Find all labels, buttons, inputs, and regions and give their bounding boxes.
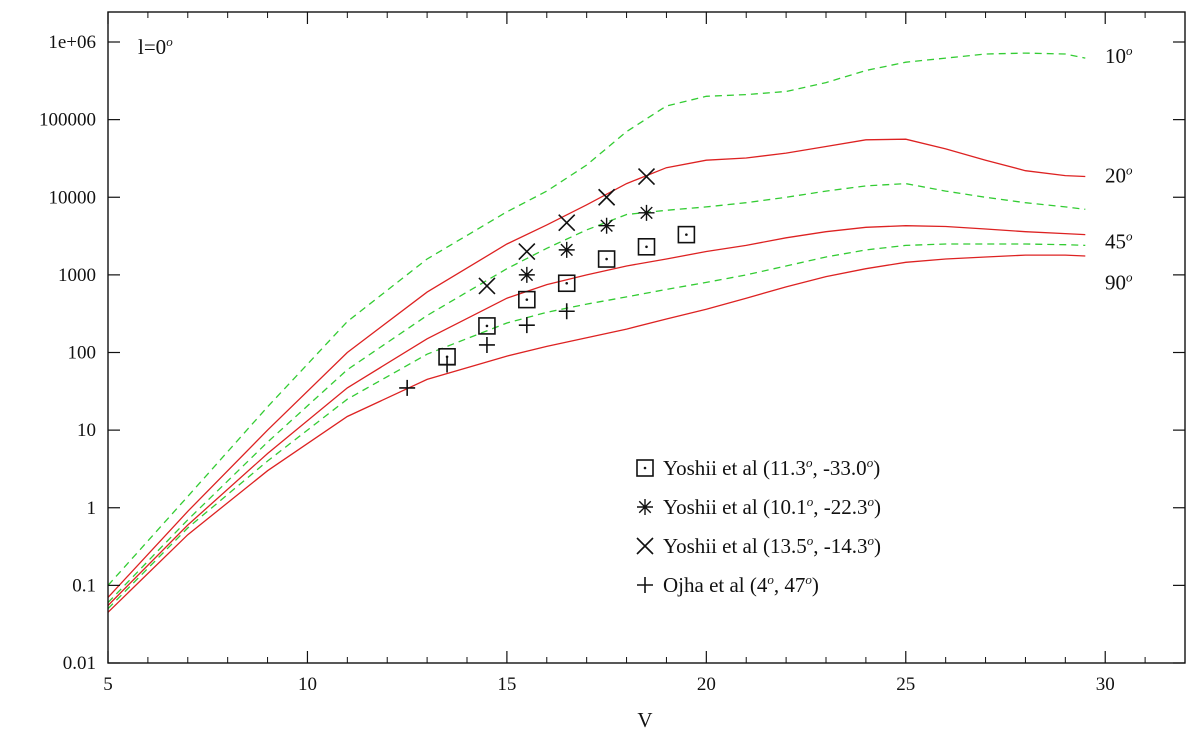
cross-marker bbox=[478, 277, 496, 295]
square-marker bbox=[636, 459, 654, 477]
x-tick-label: 15 bbox=[497, 674, 516, 695]
square-marker-dot bbox=[485, 324, 489, 328]
x-tick-label: 30 bbox=[1096, 674, 1115, 695]
y-tick-label: 100 bbox=[68, 343, 97, 364]
model-curves bbox=[107, 52, 1086, 613]
legend-entry-label: Yoshii et al (13.5o, -14.3o) bbox=[663, 533, 881, 558]
square-marker bbox=[518, 290, 536, 309]
panel-label: l=0o bbox=[138, 34, 173, 59]
plus-marker bbox=[478, 336, 495, 353]
y-tick-label: 10000 bbox=[49, 187, 97, 208]
x-tick-label: 25 bbox=[896, 674, 915, 695]
y-tick-label: 100000 bbox=[39, 110, 96, 131]
cross-marker bbox=[637, 167, 656, 186]
y-tick-label: 1000 bbox=[58, 265, 96, 286]
y-tick-label: 1e+06 bbox=[48, 32, 96, 53]
square-marker-dot bbox=[685, 233, 688, 236]
square-marker bbox=[478, 317, 496, 335]
square-marker-dot bbox=[525, 298, 529, 301]
square-marker-dot bbox=[565, 281, 569, 285]
legend-entry-label: Yoshii et al (10.1o, -22.3o) bbox=[663, 494, 881, 519]
solid-model-curve bbox=[107, 138, 1086, 598]
dashed-model-curve bbox=[107, 52, 1086, 586]
y-tick-label: 0.01 bbox=[63, 653, 96, 674]
cross-marker bbox=[558, 214, 576, 232]
square-marker-dot bbox=[643, 466, 647, 470]
y-tick-label: 0.1 bbox=[72, 575, 96, 596]
cross-marker bbox=[598, 188, 616, 206]
square-marker bbox=[597, 250, 616, 268]
solid-model-curve bbox=[107, 225, 1086, 606]
curve-label: 20o bbox=[1105, 163, 1133, 188]
plus-marker bbox=[399, 379, 416, 396]
x-tick-label: 20 bbox=[697, 674, 716, 695]
square-marker bbox=[677, 225, 696, 244]
legend-entry-label: Yoshii et al (11.3o, -33.0o) bbox=[663, 455, 880, 480]
cross-marker bbox=[636, 537, 654, 555]
cross-marker bbox=[518, 242, 536, 261]
asterisk-marker bbox=[558, 241, 575, 258]
plot-frame bbox=[107, 11, 1186, 664]
x-tick-label: 5 bbox=[103, 674, 113, 695]
square-marker bbox=[637, 237, 656, 256]
solid-model-curve bbox=[107, 254, 1086, 613]
legend: Yoshii et al (11.3o, -33.0o) Yoshii et al… bbox=[636, 455, 881, 597]
square-marker-dot bbox=[605, 257, 608, 261]
plus-marker bbox=[518, 317, 535, 334]
curve-labels: 10o 20o 45o 90o bbox=[1105, 43, 1133, 294]
asterisk-marker bbox=[637, 499, 653, 515]
curve-label: 45o bbox=[1105, 228, 1133, 253]
plus-marker bbox=[439, 356, 456, 373]
asterisk-marker bbox=[638, 204, 655, 221]
dashed-model-curve bbox=[107, 182, 1086, 604]
square-marker-dot bbox=[645, 245, 648, 249]
curve-label: 90o bbox=[1105, 269, 1133, 294]
asterisk-marker bbox=[598, 217, 615, 234]
plus-marker bbox=[637, 577, 653, 593]
axis-ticks: 5 10 15 20 25 30 0.01 0.1 1 10 100 1000 10000 100000 1… bbox=[39, 12, 1185, 695]
y-tick-label: 1 bbox=[87, 498, 97, 519]
observation-markers bbox=[399, 167, 696, 396]
y-tick-label: 10 bbox=[77, 420, 96, 441]
square-marker bbox=[557, 274, 576, 293]
x-axis-title: V bbox=[637, 708, 652, 732]
plus-marker bbox=[558, 303, 575, 320]
asterisk-marker bbox=[518, 266, 535, 283]
x-tick-label: 10 bbox=[298, 674, 317, 695]
legend-entry-label: Ojha et al (4o, 47o) bbox=[663, 572, 819, 597]
dashed-model-curve bbox=[107, 243, 1086, 610]
curve-label: 10o bbox=[1105, 43, 1133, 68]
